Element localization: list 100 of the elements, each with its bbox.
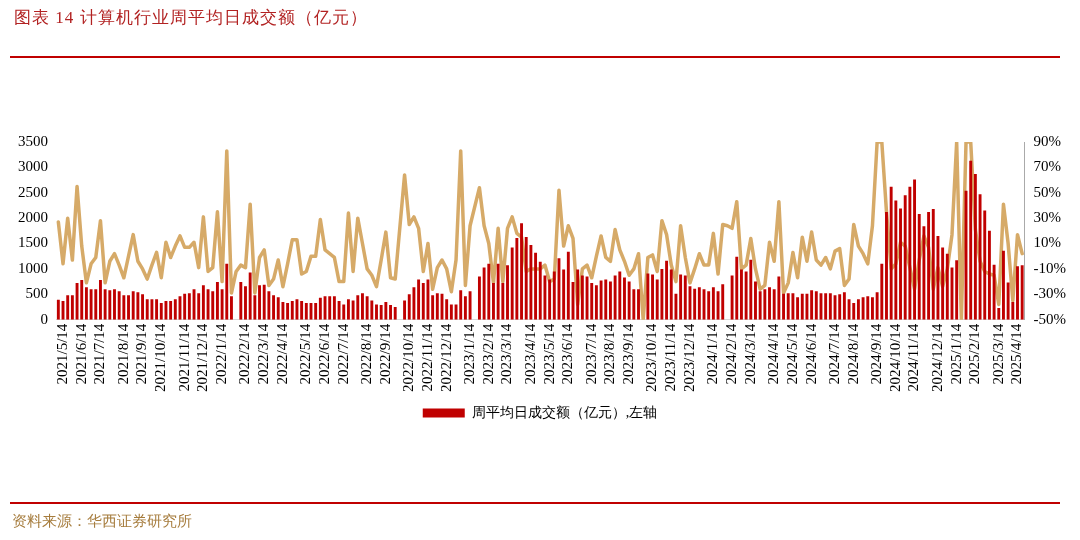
bar	[113, 289, 116, 320]
bar	[908, 186, 912, 320]
bar	[159, 302, 163, 320]
bar	[141, 294, 145, 320]
x-tick-label: 2024/8/14	[844, 323, 861, 385]
bar	[847, 299, 851, 320]
x-tick-label: 2025/4/14	[1008, 323, 1025, 385]
x-tick-label: 2023/4/14	[521, 323, 538, 385]
bar	[169, 300, 173, 320]
bar	[56, 299, 60, 320]
bar	[515, 237, 519, 320]
x-tick-label: 2023/10/14	[643, 323, 660, 393]
bar	[66, 295, 70, 320]
bar	[842, 292, 846, 320]
text: 资料来源：华西证券研究所	[12, 512, 192, 531]
bar	[861, 297, 865, 320]
bar	[599, 280, 603, 320]
bar	[258, 285, 261, 320]
y-tick-label: 500	[25, 285, 48, 302]
bar	[468, 291, 472, 320]
bar	[122, 295, 126, 320]
bar	[777, 276, 781, 320]
bar	[150, 299, 154, 320]
bar	[342, 304, 346, 320]
x-tick-label: 2023/12/14	[680, 323, 697, 393]
bar	[913, 179, 917, 320]
y2-tick-label: 90%	[1033, 132, 1062, 149]
x-tick-label: 2022/5/14	[297, 323, 314, 385]
x-tick-label: 2023/5/14	[540, 323, 557, 385]
x-tick-label: 2024/2/14	[723, 323, 740, 385]
bar	[197, 293, 201, 320]
y-tick-label: 1000	[18, 259, 48, 276]
bar	[94, 289, 98, 320]
bar	[421, 283, 425, 320]
bar	[969, 160, 973, 320]
x-tick-label: 2023/1/14	[461, 323, 478, 385]
bar	[627, 281, 631, 320]
bar	[613, 275, 617, 320]
x-tick-label: 2021/10/14	[152, 323, 169, 393]
bar	[754, 281, 757, 320]
x-tick-label: 2024/9/14	[868, 323, 885, 385]
bar	[697, 287, 701, 320]
x-tick-label: 2023/9/14	[620, 323, 637, 385]
bar	[206, 289, 210, 320]
bar	[127, 295, 130, 320]
x-tick-label: 2024/6/14	[802, 323, 819, 385]
bar	[580, 275, 584, 320]
bar	[225, 263, 229, 320]
bar	[604, 279, 608, 320]
bar	[576, 269, 580, 320]
bar	[562, 269, 566, 320]
x-tick-label: 2023/6/14	[559, 323, 576, 385]
bar	[314, 302, 318, 320]
bar	[707, 291, 711, 320]
bar	[880, 263, 884, 320]
bar	[608, 281, 612, 320]
bar	[1020, 265, 1024, 320]
bar	[136, 292, 140, 320]
bar	[417, 279, 421, 320]
x-tick-label: 2024/12/14	[928, 323, 945, 393]
bar	[646, 273, 650, 320]
bar	[917, 214, 921, 320]
bar	[889, 186, 893, 320]
bar	[838, 294, 842, 320]
bar	[89, 289, 93, 320]
bar	[796, 297, 800, 320]
y-tick-label: 2000	[18, 209, 48, 226]
bar	[187, 293, 191, 320]
x-tick-label: 2022/12/14	[437, 323, 454, 393]
bar	[899, 208, 902, 320]
x-tick-label: 2021/6/14	[72, 323, 89, 385]
x-tick-label: 2022/1/14	[213, 323, 230, 385]
bar	[131, 291, 135, 320]
bar	[800, 293, 804, 320]
bar	[693, 288, 697, 320]
bar	[552, 271, 556, 320]
bar	[941, 247, 945, 320]
bar	[75, 283, 79, 320]
x-tick-label: 2024/1/14	[704, 323, 721, 385]
bar	[244, 286, 247, 320]
bar	[117, 291, 121, 320]
x-tick-label: 2022/7/14	[334, 323, 351, 385]
x-tick-label: 2024/3/14	[741, 323, 758, 385]
bar	[332, 296, 336, 320]
y2-tick-label: -50%	[1033, 310, 1067, 327]
bar	[487, 263, 491, 320]
bar	[679, 274, 683, 320]
y-tick-label: 2500	[18, 183, 48, 200]
bar	[506, 265, 509, 320]
bar	[230, 296, 233, 320]
bar	[492, 283, 495, 320]
bar	[384, 301, 388, 320]
x-tick-label: 2022/8/14	[358, 323, 375, 385]
bar	[248, 272, 252, 320]
bar	[852, 302, 856, 320]
bar	[683, 275, 687, 320]
bar	[145, 299, 149, 320]
bar	[805, 293, 809, 320]
bar	[791, 293, 795, 320]
bar	[412, 287, 416, 320]
